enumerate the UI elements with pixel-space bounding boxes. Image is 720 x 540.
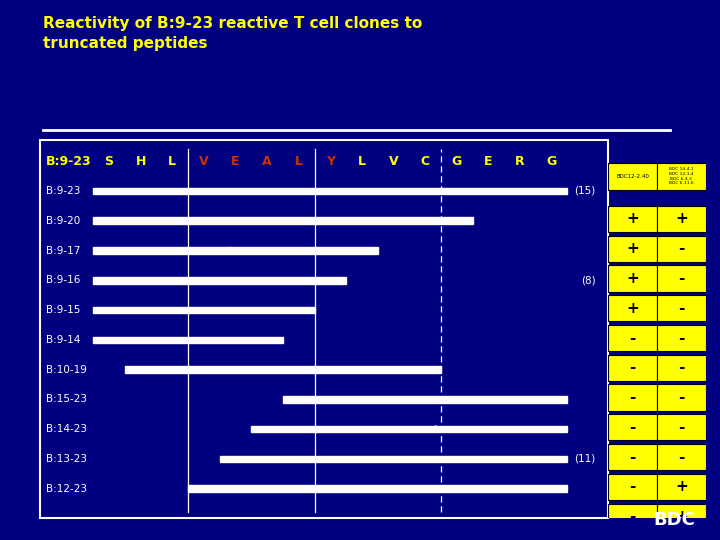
Text: E: E (484, 155, 492, 168)
Text: -: - (629, 330, 636, 346)
Bar (657, 355, 706, 381)
Text: -: - (678, 241, 685, 256)
Bar (657, 444, 706, 470)
Bar (657, 384, 706, 410)
Bar (657, 474, 706, 500)
Bar (608, 474, 657, 500)
Bar (608, 503, 657, 530)
Text: B:9-23: B:9-23 (46, 186, 81, 196)
Bar (220, 456, 567, 462)
Text: V: V (389, 155, 398, 168)
Text: A: A (262, 155, 272, 168)
Bar (657, 235, 706, 262)
Bar (608, 295, 657, 321)
Text: B:9-23: B:9-23 (46, 155, 91, 168)
Text: B:9-20: B:9-20 (46, 216, 80, 226)
Bar (188, 485, 567, 492)
Text: B:14-23: B:14-23 (46, 424, 87, 434)
Text: -: - (629, 509, 636, 524)
Bar (94, 277, 346, 284)
Text: -: - (629, 450, 636, 464)
Text: V: V (199, 155, 209, 168)
Text: B:10-19: B:10-19 (46, 364, 87, 375)
Text: +: + (675, 480, 688, 494)
Bar (608, 206, 657, 232)
Text: +: + (626, 241, 639, 256)
Bar (657, 414, 706, 441)
Text: -: - (678, 271, 685, 286)
Bar (608, 265, 657, 292)
Text: -: - (629, 360, 636, 375)
Text: R: R (515, 155, 525, 168)
Text: (15): (15) (575, 186, 595, 196)
Bar (94, 188, 567, 194)
Text: B:13-23: B:13-23 (46, 454, 87, 464)
Bar (94, 247, 378, 254)
Text: L: L (358, 155, 366, 168)
Text: +: + (626, 271, 639, 286)
Bar (657, 265, 706, 292)
Text: L: L (168, 155, 176, 168)
Text: -: - (678, 450, 685, 464)
Text: C: C (420, 155, 430, 168)
Text: +: + (675, 212, 688, 226)
Text: B:12-23: B:12-23 (46, 484, 87, 494)
Text: (11): (11) (575, 454, 595, 464)
Bar (657, 295, 706, 321)
Bar (608, 414, 657, 441)
Text: -: - (629, 420, 636, 435)
Bar (94, 336, 283, 343)
Bar (657, 206, 706, 232)
Bar (283, 396, 567, 403)
Bar (608, 444, 657, 470)
Bar (657, 163, 706, 190)
Text: -: - (678, 301, 685, 316)
Text: B:9-16: B:9-16 (46, 275, 81, 285)
Text: Reactivity of B:9-23 reactive T cell clones to
truncated peptides: Reactivity of B:9-23 reactive T cell clo… (43, 16, 423, 51)
Bar (94, 218, 472, 224)
Text: G: G (451, 155, 462, 168)
Bar (608, 163, 657, 190)
Text: BDC12-2.40: BDC12-2.40 (616, 174, 649, 179)
Text: -: - (678, 420, 685, 435)
Text: +: + (626, 212, 639, 226)
Text: -: - (678, 330, 685, 346)
Text: H: H (135, 155, 146, 168)
Text: +: + (675, 509, 688, 524)
Bar (608, 355, 657, 381)
Bar (251, 426, 567, 433)
Text: -: - (678, 360, 685, 375)
Text: BDC: BDC (653, 511, 695, 529)
Text: E: E (231, 155, 240, 168)
Text: +: + (626, 301, 639, 316)
Text: B:9-17: B:9-17 (46, 246, 81, 255)
Bar (94, 307, 315, 313)
Text: B:9-14: B:9-14 (46, 335, 81, 345)
Bar (657, 325, 706, 351)
Text: -: - (629, 390, 636, 405)
Text: BDC 14-4.1
BDC 12-1.4
BDC 6-4.3
BDC 6-11.6: BDC 14-4.1 BDC 12-1.4 BDC 6-4.3 BDC 6-11… (669, 167, 693, 185)
Text: S: S (104, 155, 114, 168)
Text: B:15-23: B:15-23 (46, 394, 87, 404)
Text: -: - (678, 390, 685, 405)
Text: -: - (629, 480, 636, 494)
Bar (657, 503, 706, 530)
Bar (608, 384, 657, 410)
Text: G: G (546, 155, 557, 168)
Bar (608, 235, 657, 262)
Text: B:9-15: B:9-15 (46, 305, 81, 315)
Text: (8): (8) (581, 275, 595, 285)
Text: L: L (294, 155, 302, 168)
Text: Y: Y (326, 155, 335, 168)
Bar (125, 366, 441, 373)
Bar (608, 325, 657, 351)
